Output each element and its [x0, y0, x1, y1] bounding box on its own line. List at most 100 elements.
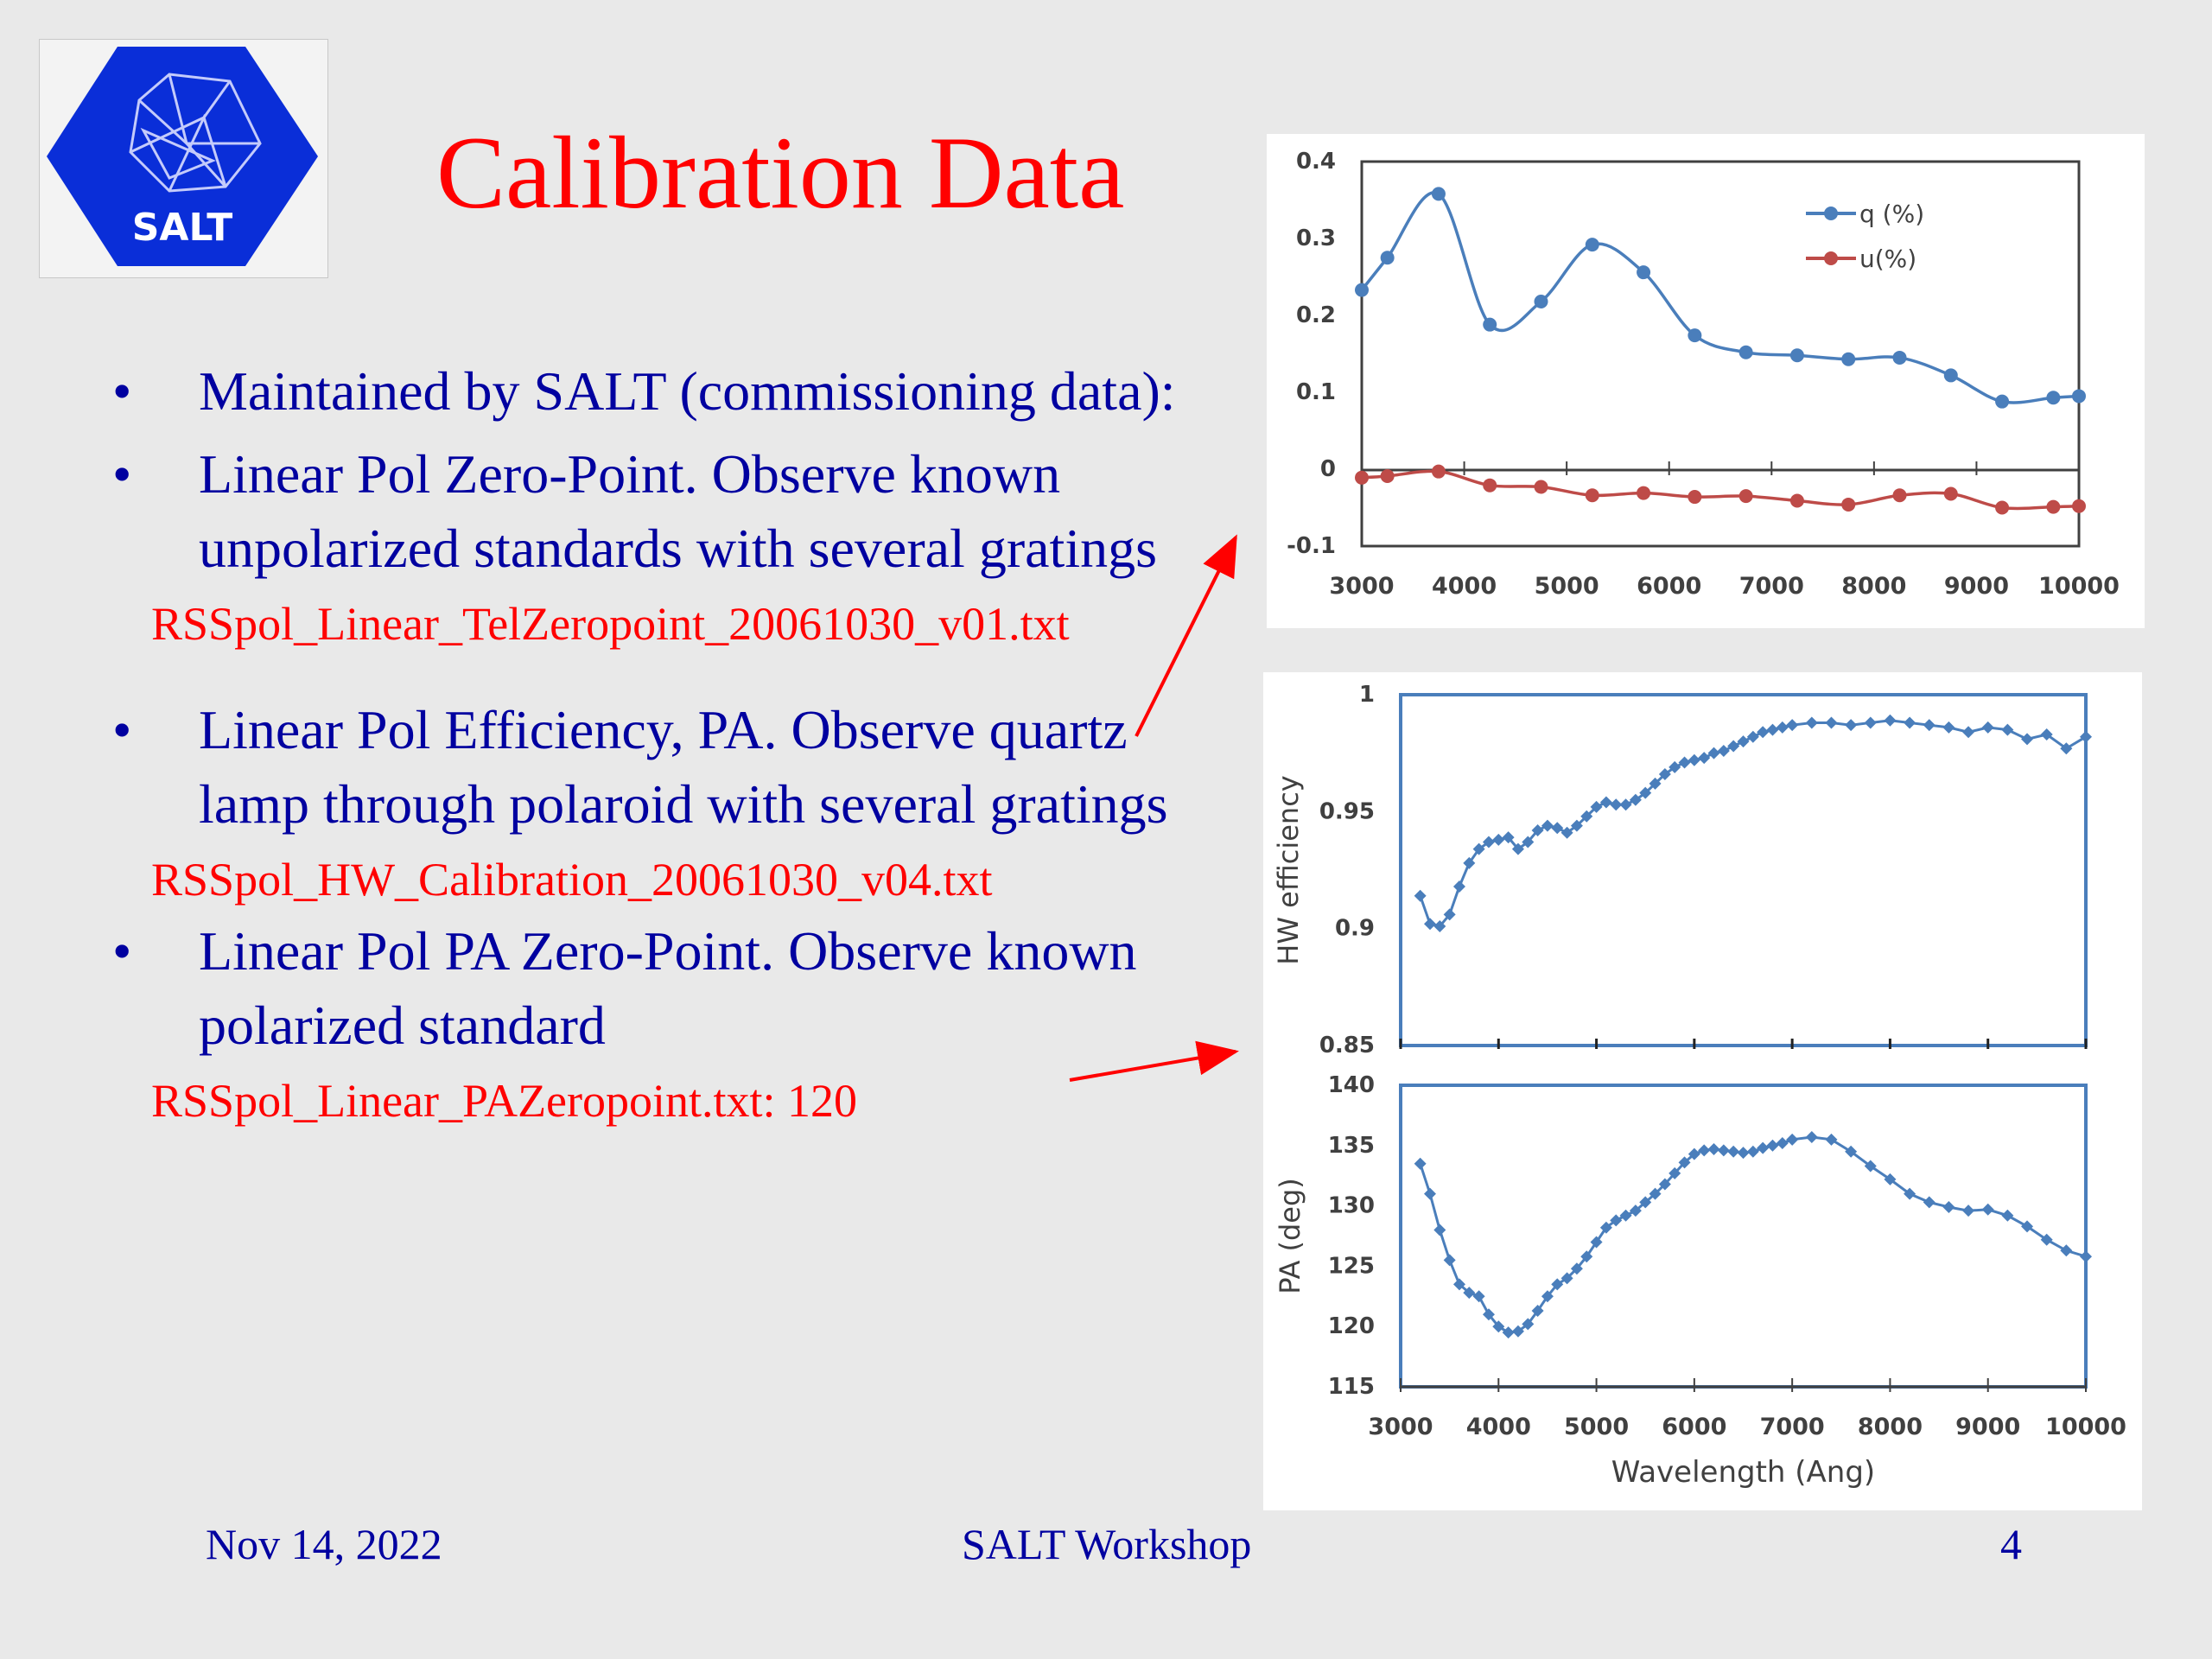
data-point	[1433, 1224, 1446, 1236]
data-point	[1610, 1214, 1623, 1227]
legend-label: q (%)	[1859, 200, 1924, 228]
data-point	[1492, 1320, 1505, 1333]
data-point	[2080, 730, 2092, 743]
efficiency-chart: 1 0.95 0.9 0.85 HW efficiency	[1272, 682, 2092, 1058]
data-point	[1380, 251, 1395, 265]
data-point	[1737, 1147, 1750, 1160]
series-line	[1419, 1135, 2087, 1334]
data-point	[1560, 826, 1573, 839]
bullet-dot-icon: •	[112, 920, 132, 982]
data-point	[1619, 1209, 1632, 1222]
data-point	[1483, 478, 1497, 493]
data-point	[1431, 464, 1446, 479]
data-point	[1981, 721, 1994, 734]
data-point	[1649, 777, 1662, 790]
data-point	[1981, 1203, 1994, 1216]
bullet-list: • Maintained by SALT (commissioning data…	[112, 354, 1192, 1128]
data-point	[1776, 1137, 1789, 1150]
y-tick-label: 1	[1359, 682, 1375, 708]
x-tick-label: 6000	[1637, 573, 1701, 600]
bullet-item: • Maintained by SALT (commissioning data…	[112, 354, 1192, 429]
data-point	[1805, 1131, 1818, 1144]
data-point	[1757, 726, 1770, 739]
data-point	[1727, 1145, 1740, 1158]
data-point	[1511, 1325, 1524, 1338]
data-point	[1688, 753, 1700, 766]
y-tick-label: 0.85	[1319, 1033, 1375, 1058]
bullet-text: Linear Pol Zero-Point. Observe known unp…	[199, 443, 1157, 579]
data-point	[1892, 488, 1907, 503]
data-point	[1637, 486, 1651, 500]
footer-page-number: 4	[2000, 1520, 2022, 1568]
data-point	[1669, 760, 1681, 773]
series-line	[1419, 719, 2087, 928]
data-point	[1962, 726, 1975, 739]
data-point	[1766, 1139, 1779, 1152]
data-point	[1492, 833, 1505, 846]
data-point	[2021, 733, 2034, 746]
legend-marker	[1824, 207, 1838, 220]
bullet-item: • Linear Pol Efficiency, PA. Observe qua…	[112, 693, 1192, 842]
data-point	[2046, 499, 2061, 514]
data-point	[1805, 716, 1818, 729]
bullet-item: • Linear Pol PA Zero-Point. Observe know…	[112, 914, 1192, 1063]
data-point	[1825, 1133, 1838, 1146]
bullet-dot-icon: •	[112, 699, 132, 760]
y-tick-label: 125	[1328, 1253, 1375, 1279]
data-point	[1482, 1308, 1495, 1321]
data-point	[1738, 489, 1753, 504]
data-point	[1570, 1262, 1583, 1275]
bullet-dot-icon: •	[112, 443, 132, 505]
data-point	[1688, 328, 1702, 343]
data-point	[1639, 786, 1652, 799]
data-point	[1452, 1278, 1465, 1291]
y-tick-label: 0	[1320, 456, 1336, 482]
x-axis-label: Wavelength (Ang)	[1611, 1455, 1875, 1490]
data-point	[1904, 716, 1916, 729]
data-point	[1414, 889, 1427, 902]
data-point	[1786, 1133, 1799, 1146]
data-point	[1923, 719, 1936, 732]
data-point	[1789, 493, 1804, 508]
footer-title: SALT Workshop	[962, 1520, 1252, 1568]
file-reference: RSSpol_HW_Calibration_20061030_v04.txt	[151, 854, 993, 906]
data-point	[2080, 1250, 2092, 1263]
zeropoint-chart: 0.4 0.3 0.2 0.1 0 -0.1 3000 4000 5000 6000 7000 800…	[1287, 149, 2120, 600]
data-point	[1534, 480, 1548, 494]
x-tick-label: 8000	[1858, 1414, 1923, 1440]
plot-frame	[1360, 160, 2081, 548]
data-point	[1649, 1187, 1662, 1200]
data-point	[1599, 796, 1612, 809]
data-point	[1789, 348, 1804, 363]
data-point	[1463, 1287, 1476, 1300]
data-point	[1943, 368, 1958, 383]
data-point	[1678, 756, 1691, 769]
data-point	[1619, 798, 1632, 811]
data-point	[1541, 819, 1554, 832]
data-point	[1943, 486, 1958, 501]
data-point	[1845, 719, 1858, 732]
data-point	[1433, 919, 1446, 932]
y-tick-label: 0.95	[1319, 798, 1375, 824]
plot-frame	[1399, 1084, 2088, 1389]
salt-logo: SALT	[39, 39, 328, 278]
x-tick-label: 4000	[1466, 1414, 1531, 1440]
data-point	[1727, 740, 1740, 753]
data-point	[1590, 800, 1603, 813]
legend-marker	[1824, 251, 1838, 265]
data-point	[1380, 469, 1395, 484]
y-tick-label: 0.3	[1296, 226, 1336, 251]
data-point	[1942, 1200, 1955, 1213]
data-point	[1639, 1196, 1652, 1209]
y-tick-label: 135	[1328, 1133, 1375, 1159]
data-point	[1541, 1290, 1554, 1303]
data-point	[1995, 394, 2010, 409]
data-point	[1472, 1290, 1485, 1303]
data-point	[1414, 1157, 1427, 1170]
data-point	[1658, 1178, 1671, 1191]
x-tick-label: 10000	[2038, 573, 2120, 600]
data-point	[1629, 793, 1642, 806]
data-point	[1845, 1145, 1858, 1158]
x-tick-label: 8000	[1841, 573, 1906, 600]
